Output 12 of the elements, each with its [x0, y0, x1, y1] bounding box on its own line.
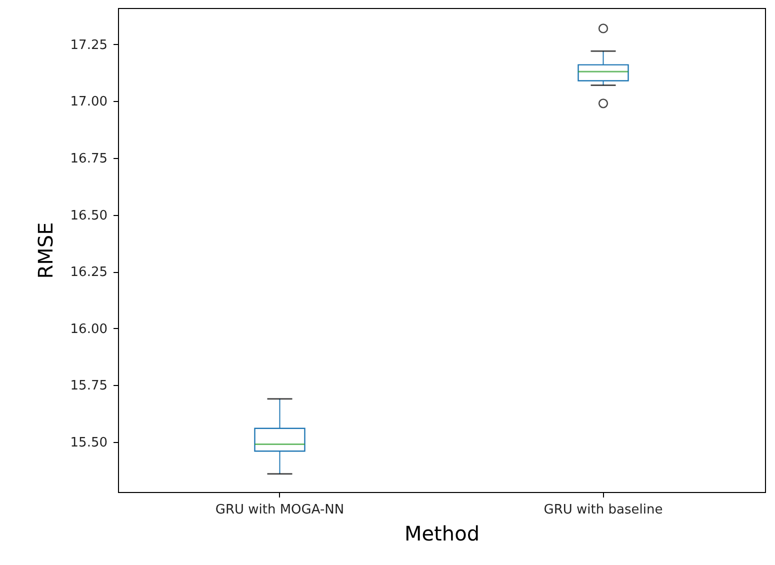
y-tick-label: 15.75: [70, 378, 108, 394]
y-axis-title: RMSE: [33, 222, 58, 279]
y-tick-label: 16.25: [70, 265, 108, 280]
x-axis-title: Method: [404, 522, 480, 546]
y-tick-label: 16.00: [70, 322, 108, 337]
x-tick-label: GRU with MOGA-NN: [215, 502, 344, 518]
y-tick-label: 15.50: [70, 436, 108, 451]
y-tick-label: 16.50: [70, 208, 108, 224]
y-tick-label: 17.25: [70, 38, 108, 53]
y-tick-label: 16.75: [70, 151, 108, 166]
y-tick-label: 17.00: [70, 94, 108, 110]
x-tick-label: GRU with baseline: [544, 502, 663, 518]
